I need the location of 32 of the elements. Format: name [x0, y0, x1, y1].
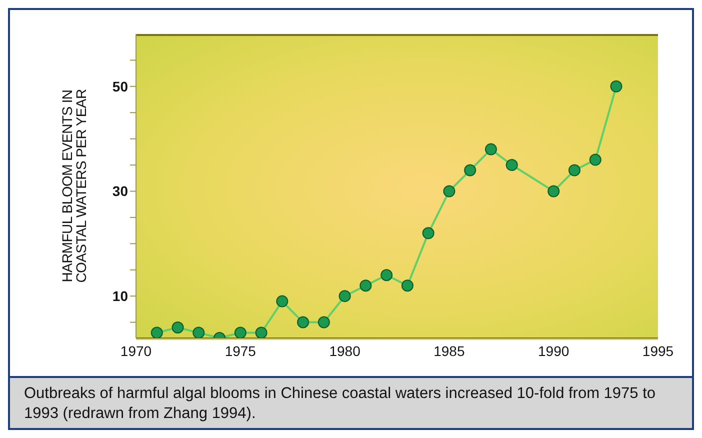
- y-tick-label: 50: [112, 78, 128, 94]
- x-tick-label: 1985: [434, 342, 465, 359]
- point: [360, 280, 372, 292]
- point: [443, 185, 456, 198]
- point: [297, 316, 310, 328]
- x-tick-label: 1980: [329, 342, 361, 359]
- x-tick-label: 1995: [642, 342, 674, 359]
- point: [318, 316, 330, 328]
- point: [422, 227, 434, 240]
- point: [338, 290, 351, 302]
- point: [234, 326, 246, 338]
- point: [192, 326, 205, 338]
- point: [548, 185, 560, 198]
- point: [150, 326, 163, 338]
- point: [589, 154, 602, 166]
- point: [255, 326, 268, 338]
- point: [464, 164, 476, 176]
- y-tick-label: 30: [112, 183, 128, 200]
- point: [610, 80, 622, 92]
- text: Outbreaks of harmful algal blooms in Chinese coastal waters increased 10-fold from 1975 to 1993 (redrawn from Zhang 1994).: [10, 376, 692, 428]
- point: [568, 164, 580, 176]
- x-tick-label: 1970: [120, 342, 152, 359]
- y-tick-label: 10: [112, 288, 128, 304]
- point: [401, 280, 414, 292]
- x-tick-label: 1975: [224, 342, 256, 359]
- y-axis-title: HARMFUL BLOOM EVENTS IN COASTAL WATERS PER YEAR: [59, 88, 89, 285]
- point: [380, 269, 393, 282]
- point: [484, 143, 497, 156]
- x-tick-label: 1990: [538, 342, 570, 359]
- point: [276, 295, 288, 308]
- point: [172, 322, 184, 334]
- point: [506, 159, 518, 172]
